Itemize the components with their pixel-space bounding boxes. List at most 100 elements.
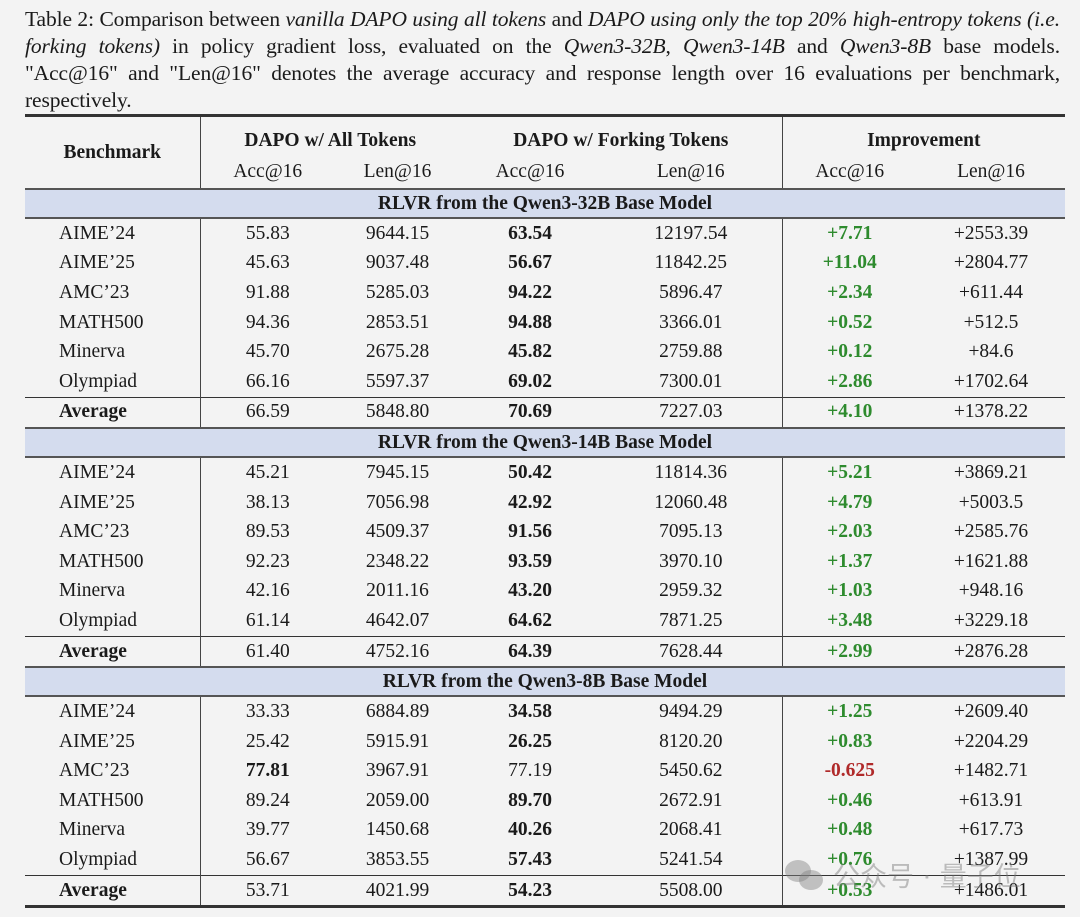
cell-benchmark: Minerva bbox=[25, 576, 201, 607]
section-title: RLVR from the Qwen3-32B Base Model bbox=[25, 188, 1065, 219]
table-row: AMC’23 91.88 5285.03 94.22 5896.47 +2.34 +611.… bbox=[25, 278, 1065, 308]
cell-all-acc: 39.77 bbox=[245, 819, 290, 841]
cell-imp-len: +512.5 bbox=[963, 311, 1019, 333]
cell-fork-acc: 89.70 bbox=[508, 789, 552, 811]
cell-all-acc: 77.81 bbox=[245, 760, 290, 782]
cell-all-acc: 66.16 bbox=[245, 370, 290, 392]
cell-all-len: 6884.89 bbox=[365, 701, 430, 723]
cell-all-len: 2348.22 bbox=[365, 550, 430, 572]
cell-all-acc: 45.70 bbox=[245, 341, 290, 363]
cell-fork-len: 5508.00 bbox=[600, 874, 783, 907]
cell-all-acc: 91.88 bbox=[245, 281, 290, 303]
cell-benchmark: AMC’23 bbox=[25, 756, 201, 787]
caption-italic: vanilla DAPO using all tokens bbox=[285, 7, 547, 31]
table-row: Olympiad 66.16 5597.37 69.02 7300.01 +2.86 +17… bbox=[25, 366, 1065, 398]
cell-imp-len: +1486.01 bbox=[917, 874, 1065, 907]
cell-fork-len: 2759.88 bbox=[600, 337, 783, 367]
cell-fork-acc: 64.62 bbox=[508, 609, 552, 631]
cell-imp-len: +1387.99 bbox=[953, 849, 1029, 871]
cell-benchmark: MATH500 bbox=[25, 786, 201, 816]
caption-text: , bbox=[665, 34, 683, 58]
cell-fork-acc: 77.19 bbox=[508, 760, 552, 782]
cell-imp-acc: +2.03 bbox=[827, 521, 873, 543]
section-title: RLVR from the Qwen3-8B Base Model bbox=[25, 666, 1065, 698]
cell-fork-acc: 57.43 bbox=[508, 849, 552, 871]
table-caption: Table 2: Comparison between vanilla DAPO… bbox=[25, 6, 1060, 114]
cell-fork-acc: 40.26 bbox=[508, 819, 552, 841]
cell-benchmark: Average bbox=[25, 635, 201, 668]
cell-imp-acc: +2.99 bbox=[782, 635, 917, 668]
cell-all-len: 2059.00 bbox=[365, 789, 430, 811]
header-benchmark: Benchmark bbox=[25, 115, 201, 189]
table-row: MATH500 92.23 2348.22 93.59 3970.10 +1.37 +162… bbox=[25, 546, 1065, 577]
cell-imp-len: +2204.29 bbox=[953, 730, 1029, 752]
cell-benchmark: Olympiad bbox=[25, 606, 201, 637]
cell-fork-acc: 70.69 bbox=[460, 396, 600, 429]
cell-imp-len: +3229.18 bbox=[953, 609, 1029, 631]
cell-fork-len: 2672.91 bbox=[600, 786, 783, 816]
cell-imp-len: +2585.76 bbox=[953, 521, 1029, 543]
cell-fork-len: 3366.01 bbox=[600, 307, 783, 338]
cell-benchmark: AMC’23 bbox=[25, 517, 201, 547]
cell-benchmark: AIME’24 bbox=[25, 696, 201, 727]
cell-all-len: 2853.51 bbox=[365, 311, 430, 333]
cell-fork-len: 12060.48 bbox=[600, 487, 783, 518]
cell-fork-len: 5450.62 bbox=[600, 756, 783, 787]
table-row: AIME’25 45.63 9037.48 56.67 11842.25 +11.04 +2… bbox=[25, 248, 1065, 279]
cell-imp-len: +1621.88 bbox=[953, 550, 1029, 572]
cell-imp-acc: +3.48 bbox=[827, 609, 873, 631]
cell-all-len: 9644.15 bbox=[365, 222, 430, 244]
header-len: Len@16 bbox=[957, 160, 1025, 182]
cell-imp-acc: +0.46 bbox=[827, 789, 873, 811]
header-acc: Acc@16 bbox=[815, 160, 885, 182]
cell-benchmark: Minerva bbox=[25, 815, 201, 846]
cell-imp-len: +2609.40 bbox=[953, 701, 1029, 723]
caption-italic: Qwen3-8B bbox=[839, 34, 932, 58]
cell-all-len: 9037.48 bbox=[365, 252, 430, 274]
cell-imp-len: +617.73 bbox=[958, 819, 1024, 841]
average-row: Average 53.71 4021.99 54.23 5508.00 +0.53 +148… bbox=[25, 874, 1065, 907]
cell-fork-acc: 45.82 bbox=[508, 341, 552, 363]
cell-imp-len: +611.44 bbox=[959, 281, 1023, 303]
header-improvement: Improvement bbox=[867, 130, 981, 151]
cell-all-len: 4642.07 bbox=[365, 609, 430, 631]
cell-fork-len: 3970.10 bbox=[600, 546, 783, 577]
table-row: AIME’24 55.83 9644.15 63.54 12197.54 +7.71 +25… bbox=[25, 218, 1065, 249]
cell-fork-len: 8120.20 bbox=[600, 726, 783, 757]
table-row: AMC’23 77.81 3967.91 77.19 5450.62 -0.625 +148… bbox=[25, 756, 1065, 787]
cell-fork-len: 11814.36 bbox=[600, 457, 783, 488]
cell-fork-len: 7871.25 bbox=[600, 606, 783, 637]
caption-text: and bbox=[546, 7, 588, 31]
cell-all-acc: 66.59 bbox=[200, 396, 335, 429]
cell-imp-len: +84.6 bbox=[968, 341, 1014, 363]
cell-imp-len: +5003.5 bbox=[958, 491, 1024, 513]
cell-imp-acc: +1.37 bbox=[827, 550, 873, 572]
comparison-table: Benchmark DAPO w/ All Tokens DAPO w/ For… bbox=[25, 114, 1065, 909]
header-len: Len@16 bbox=[600, 159, 783, 189]
cell-benchmark: AIME’25 bbox=[25, 726, 201, 757]
cell-benchmark: Olympiad bbox=[25, 845, 201, 876]
cell-all-acc: 45.63 bbox=[245, 252, 290, 274]
cell-all-len: 7056.98 bbox=[365, 491, 430, 513]
table-row: AIME’24 45.21 7945.15 50.42 11814.36 +5.21 +38… bbox=[25, 457, 1065, 488]
section-header-row: RLVR from the Qwen3-8B Base Model bbox=[25, 666, 1065, 698]
cell-all-len: 5597.37 bbox=[365, 370, 430, 392]
section-header-row: RLVR from the Qwen3-32B Base Model bbox=[25, 188, 1065, 219]
cell-fork-len: 7628.44 bbox=[600, 635, 783, 668]
cell-all-acc: 61.14 bbox=[245, 609, 290, 631]
cell-imp-acc: +7.71 bbox=[827, 222, 873, 244]
cell-fork-acc: 94.88 bbox=[508, 311, 552, 333]
cell-all-len: 3853.55 bbox=[365, 849, 430, 871]
header-all-tokens: DAPO w/ All Tokens bbox=[244, 130, 417, 151]
cell-fork-acc: 26.25 bbox=[508, 730, 552, 752]
cell-fork-len: 12197.54 bbox=[600, 218, 783, 249]
header-acc: Acc@16 bbox=[495, 160, 565, 182]
table-row: Olympiad 61.14 4642.07 64.62 7871.25 +3.48 +32… bbox=[25, 606, 1065, 637]
cell-benchmark: Olympiad bbox=[25, 366, 201, 398]
cell-imp-acc: +2.34 bbox=[827, 281, 873, 303]
table-row: Minerva 45.70 2675.28 45.82 2759.88 +0.12 +84.… bbox=[25, 337, 1065, 367]
cell-all-acc: 55.83 bbox=[245, 222, 290, 244]
table-row: MATH500 94.36 2853.51 94.88 3366.01 +0.52 +512… bbox=[25, 307, 1065, 338]
cell-imp-len: +2804.77 bbox=[953, 252, 1029, 274]
cell-fork-len: 7227.03 bbox=[600, 396, 783, 429]
